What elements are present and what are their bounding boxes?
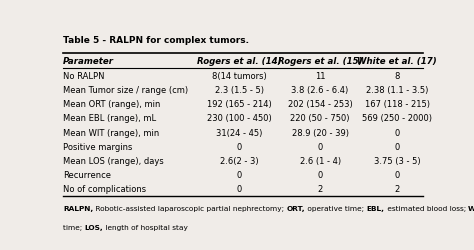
- Text: EBL,: EBL,: [366, 205, 384, 211]
- Text: LOS,: LOS,: [84, 224, 103, 230]
- Text: 2.3 (1.5 - 5): 2.3 (1.5 - 5): [215, 86, 264, 95]
- Text: 0: 0: [237, 184, 242, 193]
- Text: Mean Tumor size / range (cm): Mean Tumor size / range (cm): [63, 86, 188, 95]
- Text: Mean ORT (range), min: Mean ORT (range), min: [63, 100, 160, 109]
- Text: 2.38 (1.1 - 3.5): 2.38 (1.1 - 3.5): [366, 86, 428, 95]
- Text: 2: 2: [394, 184, 400, 193]
- Text: 0: 0: [318, 170, 323, 179]
- Text: 28.9 (20 - 39): 28.9 (20 - 39): [292, 128, 348, 137]
- Text: Mean LOS (range), days: Mean LOS (range), days: [63, 156, 164, 165]
- Text: 0: 0: [237, 142, 242, 151]
- Text: Mean WIT (range), min: Mean WIT (range), min: [63, 128, 159, 137]
- Text: 2.6(2 - 3): 2.6(2 - 3): [220, 156, 258, 165]
- Text: 0: 0: [318, 142, 323, 151]
- Text: 3.8 (2.6 - 6.4): 3.8 (2.6 - 6.4): [292, 86, 349, 95]
- Text: 31(24 - 45): 31(24 - 45): [216, 128, 263, 137]
- Text: 8(14 tumors): 8(14 tumors): [212, 72, 267, 81]
- Text: 167 (118 - 215): 167 (118 - 215): [365, 100, 430, 109]
- Text: ORT,: ORT,: [287, 205, 305, 211]
- Text: 11: 11: [315, 72, 325, 81]
- Text: RALPN,: RALPN,: [63, 205, 93, 211]
- Text: 569 (250 - 2000): 569 (250 - 2000): [362, 114, 432, 123]
- Text: estimated blood loss;: estimated blood loss;: [384, 205, 468, 211]
- Text: Rogers et al. (15): Rogers et al. (15): [278, 57, 363, 66]
- Text: 0: 0: [394, 128, 400, 137]
- Text: 8: 8: [394, 72, 400, 81]
- Text: No of complications: No of complications: [63, 184, 146, 193]
- Text: 230 (100 - 450): 230 (100 - 450): [207, 114, 272, 123]
- Text: 192 (165 - 214): 192 (165 - 214): [207, 100, 272, 109]
- Text: Rogers et al. (14): Rogers et al. (14): [197, 57, 282, 66]
- Text: WIT,: WIT,: [468, 205, 474, 211]
- Text: time;: time;: [63, 224, 84, 230]
- Text: Mean EBL (range), mL: Mean EBL (range), mL: [63, 114, 156, 123]
- Text: Robotic-assisted laparoscopic partial nephrectomy;: Robotic-assisted laparoscopic partial ne…: [93, 205, 287, 211]
- Text: 3.75 (3 - 5): 3.75 (3 - 5): [374, 156, 420, 165]
- Text: Table 5 - RALPN for complex tumors.: Table 5 - RALPN for complex tumors.: [63, 36, 249, 45]
- Text: Positive margins: Positive margins: [63, 142, 132, 151]
- Text: Parameter: Parameter: [63, 57, 114, 66]
- Text: length of hospital stay: length of hospital stay: [103, 224, 188, 230]
- Text: White et al. (17): White et al. (17): [357, 57, 437, 66]
- Text: 2.6 (1 - 4): 2.6 (1 - 4): [300, 156, 341, 165]
- Text: 220 (50 - 750): 220 (50 - 750): [290, 114, 350, 123]
- Text: operative time;: operative time;: [305, 205, 366, 211]
- Text: 2: 2: [318, 184, 323, 193]
- Text: Recurrence: Recurrence: [63, 170, 111, 179]
- Text: 0: 0: [394, 142, 400, 151]
- Text: No RALPN: No RALPN: [63, 72, 104, 81]
- Text: 0: 0: [394, 170, 400, 179]
- Text: 202 (154 - 253): 202 (154 - 253): [288, 100, 353, 109]
- Text: 0: 0: [237, 170, 242, 179]
